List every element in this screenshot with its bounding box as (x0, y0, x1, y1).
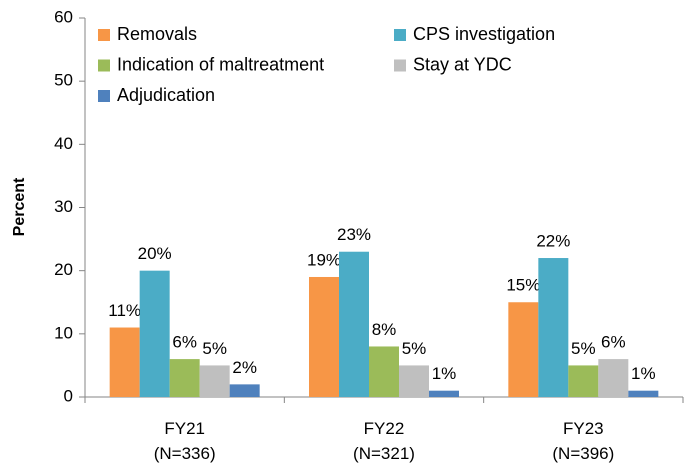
legend-swatch (98, 29, 110, 41)
data-label: 1% (631, 364, 656, 383)
legend-swatch (394, 29, 406, 41)
data-label: 6% (172, 333, 197, 352)
data-label: 23% (337, 225, 371, 244)
bar (199, 365, 230, 397)
data-label: 1% (432, 364, 457, 383)
legend-swatch (98, 59, 110, 72)
y-tick-label: 10 (54, 323, 73, 342)
data-label: 5% (202, 339, 227, 358)
data-label: 11% (108, 301, 141, 320)
data-label: 5% (402, 339, 427, 358)
x-tick-line: (N=321) (353, 444, 415, 463)
x-tick-line: FY23 (563, 419, 604, 438)
data-label: 2% (232, 358, 257, 377)
bar (369, 346, 399, 397)
y-tick-label: 40 (54, 134, 73, 153)
x-tick-line: (N=336) (154, 444, 216, 463)
y-axis-label: Percent (11, 177, 28, 236)
legend-swatch (98, 90, 110, 102)
data-label: 5% (571, 339, 596, 358)
bar (628, 390, 659, 397)
legend-label: Adjudication (117, 85, 215, 105)
x-tick-line: FY21 (164, 419, 205, 438)
bar (309, 276, 339, 397)
data-label: 19% (307, 250, 341, 269)
x-tick-label: FY21 (N=336) (154, 419, 216, 463)
bar (169, 359, 200, 397)
legend-label: CPS investigation (413, 24, 555, 44)
y-tick-label: 20 (54, 260, 73, 279)
data-label: 8% (372, 320, 397, 339)
x-tick-line: (N=396) (552, 444, 614, 463)
bar (339, 251, 369, 397)
bar (109, 327, 140, 397)
y-tick-label: 50 (54, 71, 73, 90)
x-tick-label: FY22 (N=321) (353, 419, 415, 463)
y-tick-label: 0 (64, 386, 73, 405)
data-label: 20% (138, 244, 172, 263)
data-label: 22% (536, 232, 570, 251)
bar (598, 359, 629, 397)
legend-label: Removals (117, 24, 197, 44)
legend-label: Stay at YDC (413, 54, 512, 74)
data-label: 6% (601, 333, 626, 352)
legend-label: Indication of maltreatment (117, 54, 324, 74)
bar (139, 270, 170, 397)
legend-swatch (394, 59, 406, 72)
bar (229, 384, 260, 397)
bar (399, 365, 429, 397)
bar (508, 302, 539, 397)
data-label: 15% (506, 276, 540, 295)
y-tick-label: 30 (54, 197, 73, 216)
x-tick-line: FY22 (364, 419, 405, 438)
y-tick-label: 60 (54, 7, 73, 26)
bar (568, 365, 599, 397)
x-tick-label: FY23 (N=396) (552, 419, 614, 463)
bar (429, 390, 459, 397)
bar (538, 258, 569, 397)
